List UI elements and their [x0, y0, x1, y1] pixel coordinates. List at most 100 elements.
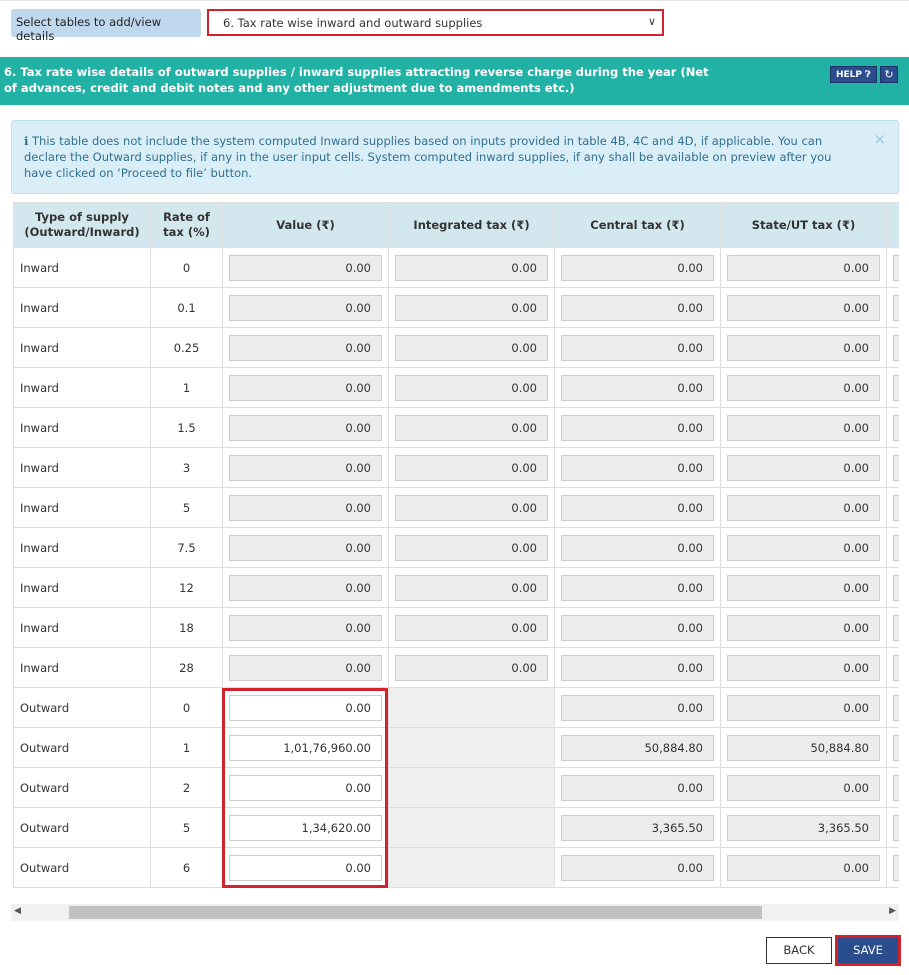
table-row: Outward 5 1,34,620.00 3,365.50 3,365.50 [13, 807, 899, 848]
supply-type: Outward [13, 767, 151, 808]
help-button[interactable]: HELP ❓︎ [830, 66, 877, 83]
integrated-tax-cell [388, 807, 555, 848]
next-column-input [893, 614, 899, 641]
integrated-tax-input: 0.00 [395, 254, 548, 281]
state-tax-input: 0.00 [727, 774, 880, 801]
integrated-tax-input: 0.00 [395, 614, 548, 641]
central-tax-cell: 0.00 [554, 687, 721, 728]
integrated-tax-cell: 0.00 [388, 607, 555, 648]
table-row: Inward 12 0.00 0.00 0.00 0.00 [13, 567, 899, 608]
value-input[interactable]: 1,01,76,960.00 [229, 734, 382, 761]
next-column-input [893, 734, 899, 761]
table-row: Inward 7.5 0.00 0.00 0.00 0.00 [13, 527, 899, 568]
central-tax-cell: 0.00 [554, 847, 721, 888]
scroll-left-icon[interactable]: ◀ [14, 906, 21, 916]
supply-type: Outward [13, 847, 151, 888]
state-tax-input: 3,365.50 [727, 814, 880, 841]
integrated-tax-cell: 0.00 [388, 567, 555, 608]
integrated-tax-input: 0.00 [395, 574, 548, 601]
column-header: Integrated tax (₹) [388, 202, 555, 248]
tax-rate: 0.25 [150, 327, 223, 368]
value-input[interactable]: 0.00 [229, 854, 382, 881]
next-column-cell [886, 727, 899, 768]
tax-rate: 1.5 [150, 407, 223, 448]
back-button[interactable]: BACK [766, 937, 832, 964]
tax-rate: 18 [150, 607, 223, 648]
value-cell: 1,34,620.00 [222, 807, 389, 848]
central-tax-cell: 0.00 [554, 447, 721, 488]
integrated-tax-input: 0.00 [395, 454, 548, 481]
value-input[interactable]: 0.00 [229, 774, 382, 801]
next-column-input [893, 694, 899, 721]
column-header: Rate of tax (%) [150, 202, 223, 248]
next-column-input [893, 294, 899, 321]
value-cell: 0.00 [222, 447, 389, 488]
save-button[interactable]: SAVE [835, 935, 901, 966]
value-input: 0.00 [229, 414, 382, 441]
integrated-tax-input: 0.00 [395, 294, 548, 321]
supply-type: Outward [13, 807, 151, 848]
state-tax-cell: 0.00 [720, 487, 887, 528]
value-cell: 0.00 [222, 607, 389, 648]
supply-type: Inward [13, 247, 151, 288]
central-tax-cell: 0.00 [554, 367, 721, 408]
supply-type: Outward [13, 727, 151, 768]
value-cell: 0.00 [222, 687, 389, 728]
integrated-tax-cell [388, 767, 555, 808]
next-column-input [893, 494, 899, 521]
integrated-tax-cell: 0.00 [388, 247, 555, 288]
central-tax-cell: 3,365.50 [554, 807, 721, 848]
next-column-input [893, 534, 899, 561]
central-tax-input: 0.00 [561, 654, 714, 681]
central-tax-cell: 0.00 [554, 287, 721, 328]
next-column-cell [886, 527, 899, 568]
integrated-tax-input: 0.00 [395, 414, 548, 441]
integrated-tax-cell: 0.00 [388, 287, 555, 328]
highlight-value-outward [222, 688, 388, 888]
value-input: 0.00 [229, 494, 382, 521]
table-row: Outward 2 0.00 0.00 0.00 [13, 767, 899, 808]
state-tax-cell: 0.00 [720, 367, 887, 408]
supply-type: Inward [13, 487, 151, 528]
state-tax-input: 0.00 [727, 694, 880, 721]
refresh-button[interactable]: ↻ [880, 66, 898, 83]
central-tax-input: 3,365.50 [561, 814, 714, 841]
next-column-cell [886, 647, 899, 688]
state-tax-input: 0.00 [727, 334, 880, 361]
state-tax-cell: 3,365.50 [720, 807, 887, 848]
state-tax-cell: 0.00 [720, 407, 887, 448]
central-tax-input: 0.00 [561, 294, 714, 321]
state-tax-input: 0.00 [727, 494, 880, 521]
horizontal-scrollbar[interactable]: ◀ ▶ [11, 904, 899, 921]
value-cell: 0.00 [222, 287, 389, 328]
supplies-table: Type of supply (Outward/Inward) Rate of t… [13, 202, 899, 888]
central-tax-cell: 50,884.80 [554, 727, 721, 768]
scroll-right-icon[interactable]: ▶ [889, 906, 896, 916]
tax-rate: 1 [150, 727, 223, 768]
scrollbar-thumb[interactable] [69, 906, 762, 919]
table-row: Inward 28 0.00 0.00 0.00 0.00 [13, 647, 899, 688]
value-cell: 0.00 [222, 487, 389, 528]
supply-type: Inward [13, 567, 151, 608]
value-input[interactable]: 1,34,620.00 [229, 814, 382, 841]
central-tax-input: 0.00 [561, 614, 714, 641]
section-title: 6. Tax rate wise details of outward supp… [4, 65, 709, 95]
value-cell: 0.00 [222, 847, 389, 888]
table-select-dropdown[interactable]: 6. Tax rate wise inward and outward supp… [207, 9, 664, 36]
tax-rate: 0.1 [150, 287, 223, 328]
next-column-cell [886, 247, 899, 288]
integrated-tax-input: 0.00 [395, 494, 548, 521]
integrated-tax-input: 0.00 [395, 374, 548, 401]
value-cell: 0.00 [222, 527, 389, 568]
value-input[interactable]: 0.00 [229, 694, 382, 721]
close-icon[interactable]: × [873, 130, 886, 148]
next-column-cell [886, 567, 899, 608]
column-header: State/UT tax (₹) [720, 202, 887, 248]
integrated-tax-cell: 0.00 [388, 447, 555, 488]
next-column-cell [886, 687, 899, 728]
value-cell: 0.00 [222, 567, 389, 608]
top-divider [0, 0, 909, 1]
integrated-tax-cell [388, 727, 555, 768]
central-tax-cell: 0.00 [554, 327, 721, 368]
tax-rate: 5 [150, 487, 223, 528]
